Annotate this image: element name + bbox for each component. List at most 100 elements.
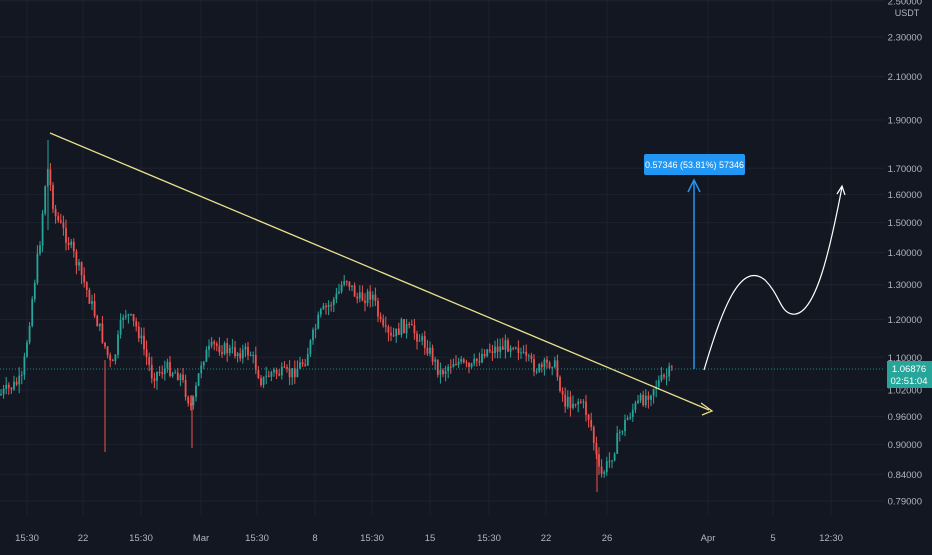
candle-body (345, 281, 348, 283)
candle-body (605, 461, 608, 473)
candle-body (470, 363, 473, 368)
candle-body (559, 376, 561, 391)
candle-body (507, 340, 509, 352)
candle-body (499, 346, 502, 352)
candle-body (20, 374, 23, 376)
candle-body (319, 309, 322, 315)
candle-body (546, 359, 548, 363)
candle-body (182, 374, 184, 381)
candle-body (65, 227, 67, 243)
candle-body (637, 400, 639, 403)
candle-body (62, 222, 65, 228)
projection-path[interactable] (703, 186, 843, 371)
measure-tooltip[interactable]: 0.57346 (53.81%) 57346 (644, 154, 745, 175)
candle-body (57, 216, 60, 221)
price-tick: 1.30000 (888, 280, 922, 291)
candle-body (657, 380, 660, 387)
candle-body (72, 241, 75, 252)
candle-body (179, 374, 182, 381)
time-tick: 15:30 (129, 533, 153, 544)
candle-body (462, 359, 465, 363)
candle-body (626, 417, 629, 420)
price-tick: 0.84000 (888, 470, 922, 481)
price-tick: 1.40000 (888, 248, 922, 259)
last-price-badge[interactable]: 1.06876 02:51:04 (887, 361, 932, 388)
candle-body (59, 220, 62, 223)
time-tick: 22 (541, 533, 552, 544)
candle-body (514, 347, 517, 349)
candle-body (652, 389, 655, 396)
candle-body (335, 293, 338, 300)
candle-body (41, 213, 44, 246)
price-axis[interactable]: 2.50000 2.30000 2.10000 1.90000 1.70000 1.600… (888, 0, 922, 508)
candle-body (33, 282, 36, 300)
price-tick: 2.50000 (888, 0, 922, 7)
candle-body (330, 304, 333, 306)
candle-body (387, 326, 390, 333)
candle-body (106, 346, 109, 356)
candle-body (197, 373, 200, 386)
time-axis[interactable]: 15:30 22 15:30 Mar 15:30 8 15:30 15 15:30 22 26 Apr… (15, 533, 843, 544)
candle-body (202, 361, 205, 366)
candle-body (327, 304, 330, 308)
price-tick: 1.02000 (888, 386, 922, 397)
candle-body (343, 281, 346, 285)
candle-body (280, 366, 283, 376)
candle-body (410, 324, 413, 326)
candle-body (483, 354, 486, 357)
candle-body (236, 353, 239, 357)
candle-body (231, 347, 234, 349)
candle-body (104, 342, 106, 347)
candle-body (75, 251, 78, 266)
trendline[interactable] (49, 132, 710, 411)
candle-body (322, 305, 325, 310)
candle-body (634, 402, 637, 410)
candle-body (608, 460, 611, 462)
price-tick: 1.90000 (888, 115, 922, 126)
candle-body (309, 340, 312, 355)
candle-body (98, 323, 101, 327)
candle-body (426, 347, 429, 354)
candle-body (205, 349, 208, 362)
candle-body (590, 419, 593, 428)
candle-body (481, 354, 483, 363)
price-tick: 1.10000 (888, 353, 922, 364)
candle-body (23, 356, 26, 375)
candle-body (325, 305, 327, 308)
candle-body (535, 371, 538, 373)
candle-body (304, 364, 307, 366)
candle-body (642, 394, 645, 406)
candle-body (265, 375, 268, 377)
candle-body (371, 294, 374, 300)
time-tick: 22 (78, 533, 89, 544)
candle-body (122, 317, 125, 321)
candle-body (611, 460, 613, 462)
candle-body (36, 253, 39, 283)
candle-body (465, 362, 468, 364)
candle-body (114, 354, 117, 361)
candle-body (353, 285, 356, 297)
candle-body (291, 368, 294, 378)
candle-body (117, 334, 119, 355)
candle-body (496, 346, 499, 352)
candle-body (174, 372, 177, 374)
candle-body (631, 409, 634, 418)
candle-body (574, 403, 577, 405)
candle-body (356, 296, 359, 299)
candle-body (540, 364, 543, 368)
candle-body (262, 376, 265, 385)
chart-grid (0, 0, 885, 515)
candle-body (369, 291, 372, 300)
price-tick: 0.90000 (888, 440, 922, 451)
candle-body (317, 314, 320, 329)
time-tick: 15:30 (477, 533, 501, 544)
candle-body (288, 368, 291, 378)
drawings[interactable] (49, 132, 846, 416)
candle-body (618, 432, 621, 434)
candle-body (2, 388, 5, 395)
candle-body (418, 340, 421, 342)
candle-body (226, 343, 229, 354)
candle-body (78, 262, 80, 266)
